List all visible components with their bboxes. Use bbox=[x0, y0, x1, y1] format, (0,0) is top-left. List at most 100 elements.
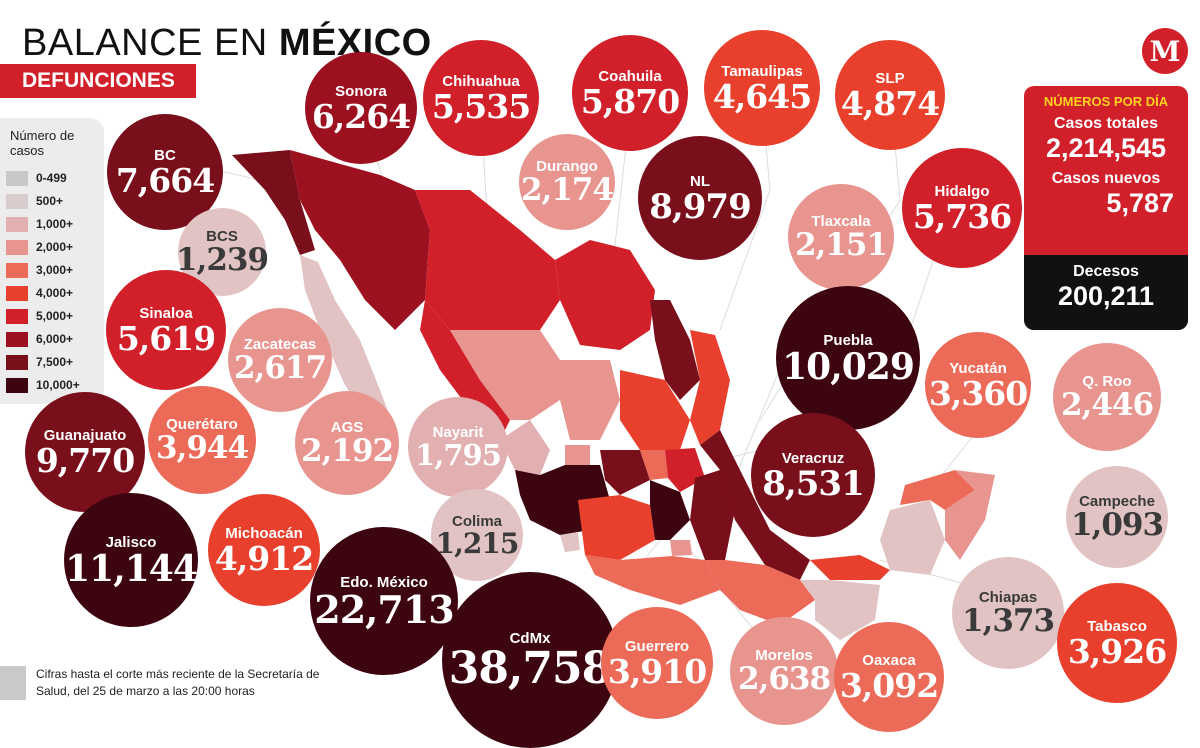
state-value: 1,215 bbox=[435, 526, 520, 560]
legend-item: 1,000+ bbox=[6, 214, 73, 234]
legend-swatch bbox=[6, 285, 28, 301]
legend-swatch bbox=[6, 308, 28, 324]
map-region-veracruz bbox=[700, 430, 810, 580]
deaths-value: 200,211 bbox=[1057, 281, 1155, 311]
legend-swatch bbox=[6, 193, 28, 209]
state-bubble: Nayarit 1,795 bbox=[408, 397, 508, 497]
state-value: 4,645 bbox=[712, 77, 812, 116]
state-value: 2,638 bbox=[737, 661, 831, 697]
map-region-durango bbox=[450, 330, 560, 420]
map-region-campeche bbox=[880, 500, 945, 575]
state-name: Tabasco bbox=[1087, 618, 1147, 635]
page-title: BALANCE EN MÉXICO bbox=[22, 22, 432, 65]
map-region-guerrero bbox=[585, 555, 720, 605]
state-value: 3,360 bbox=[928, 374, 1028, 413]
state-value: 38,758 bbox=[448, 642, 612, 694]
state-name: Tlaxcala bbox=[811, 213, 871, 230]
state-bubble: Tabasco 3,926 bbox=[1057, 583, 1177, 703]
map-region-puebla bbox=[690, 470, 735, 560]
state-bubble: Chihuahua 5,535 bbox=[423, 40, 539, 156]
state-bubble: Zacatecas 2,617 bbox=[228, 308, 332, 412]
legend-item: 6,000+ bbox=[6, 329, 73, 349]
state-bubble: Campeche 1,093 bbox=[1066, 466, 1168, 568]
legend-item: 2,000+ bbox=[6, 237, 73, 257]
state-name: Morelos bbox=[755, 647, 813, 664]
state-bubble: Edo. México 22,713 bbox=[310, 527, 458, 675]
map-region-michoacan bbox=[578, 495, 655, 560]
legend-item: 5,000+ bbox=[6, 306, 73, 326]
state-name: Tamaulipas bbox=[721, 63, 803, 80]
state-bubble: Guerrero 3,910 bbox=[601, 607, 713, 719]
legend-label: 0-499 bbox=[36, 171, 67, 185]
state-value: 2,192 bbox=[300, 433, 394, 469]
legend-label: 500+ bbox=[36, 194, 64, 208]
state-bubble: SLP 4,874 bbox=[835, 40, 945, 150]
state-name: Campeche bbox=[1079, 493, 1155, 510]
state-value: 5,535 bbox=[431, 87, 531, 126]
legend-swatch bbox=[6, 216, 28, 232]
map-region-zacatecas bbox=[560, 360, 620, 440]
state-value: 9,770 bbox=[35, 441, 135, 480]
state-bubble: Morelos 2,638 bbox=[730, 617, 838, 725]
state-bubble: Coahuila 5,870 bbox=[572, 35, 688, 151]
state-value: 5,870 bbox=[580, 82, 680, 121]
state-name: Sonora bbox=[335, 83, 387, 100]
state-value: 1,239 bbox=[175, 242, 269, 278]
state-bubble: Veracruz 8,531 bbox=[751, 413, 875, 537]
map-region-qroo bbox=[945, 470, 995, 560]
state-bubble: CdMx 38,758 bbox=[442, 572, 618, 748]
map-region-coahuila bbox=[555, 240, 655, 350]
map-region-tamaulipas bbox=[690, 330, 730, 445]
map-region-bc bbox=[232, 150, 315, 255]
state-value: 1,373 bbox=[961, 603, 1055, 639]
state-value: 1,093 bbox=[1070, 507, 1164, 543]
state-name: Veracruz bbox=[781, 449, 845, 467]
deaths-box: Decesos 200,211 bbox=[1024, 255, 1188, 330]
legend-label: 5,000+ bbox=[36, 309, 74, 323]
state-value: 7,664 bbox=[115, 161, 215, 200]
footnote-marker bbox=[0, 666, 26, 700]
legend-label: 4,000+ bbox=[36, 286, 74, 300]
state-bubble: Sonora 6,264 bbox=[305, 52, 417, 164]
state-name: Chihuahua bbox=[442, 73, 520, 90]
legend-item: 0-499 bbox=[6, 168, 67, 188]
legend-label: 1,000+ bbox=[36, 217, 74, 231]
legend-swatch bbox=[6, 377, 28, 393]
legend-item: 3,000+ bbox=[6, 260, 73, 280]
new-cases-label: Casos nuevos bbox=[1051, 170, 1161, 187]
map-region-yucatan bbox=[900, 470, 975, 510]
legend-label: 3,000+ bbox=[36, 263, 74, 277]
state-name: AGS bbox=[330, 419, 364, 436]
state-name: BCS bbox=[206, 228, 238, 245]
state-name: Edo. México bbox=[340, 573, 428, 591]
map-region-colima bbox=[560, 532, 580, 552]
state-name: SLP bbox=[875, 70, 905, 87]
map-region-queretaro bbox=[640, 450, 668, 480]
state-value: 1,795 bbox=[415, 438, 502, 472]
state-bubble: Hidalgo 5,736 bbox=[902, 148, 1022, 268]
map-region-slp bbox=[620, 370, 690, 450]
state-value: 4,874 bbox=[840, 84, 940, 123]
state-bubble: Q. Roo 2,446 bbox=[1053, 343, 1161, 451]
state-name: Oaxaca bbox=[862, 652, 916, 669]
state-name: Q. Roo bbox=[1082, 373, 1132, 390]
state-value: 2,446 bbox=[1060, 387, 1154, 423]
state-name: Puebla bbox=[823, 331, 873, 349]
map-region-tabasco bbox=[810, 555, 890, 580]
state-bubble: Tamaulipas 4,645 bbox=[704, 30, 820, 146]
state-name: Yucatán bbox=[949, 360, 1007, 377]
state-name: Durango bbox=[536, 158, 598, 175]
state-value: 3,926 bbox=[1067, 632, 1167, 671]
map-region-sinaloa bbox=[420, 300, 510, 440]
state-value: 4,912 bbox=[214, 539, 314, 578]
state-value: 8,979 bbox=[649, 186, 751, 227]
state-name: CdMx bbox=[509, 629, 551, 647]
total-cases-label: Casos totales bbox=[1053, 115, 1159, 132]
state-name: Hidalgo bbox=[934, 183, 990, 200]
state-bubble: Michoacán 4,912 bbox=[208, 494, 320, 606]
map-region-nl bbox=[650, 300, 700, 400]
state-bubble: Querétaro 3,944 bbox=[148, 386, 256, 494]
legend-swatch bbox=[6, 239, 28, 255]
state-bubble: Guanajuato 9,770 bbox=[25, 392, 145, 512]
